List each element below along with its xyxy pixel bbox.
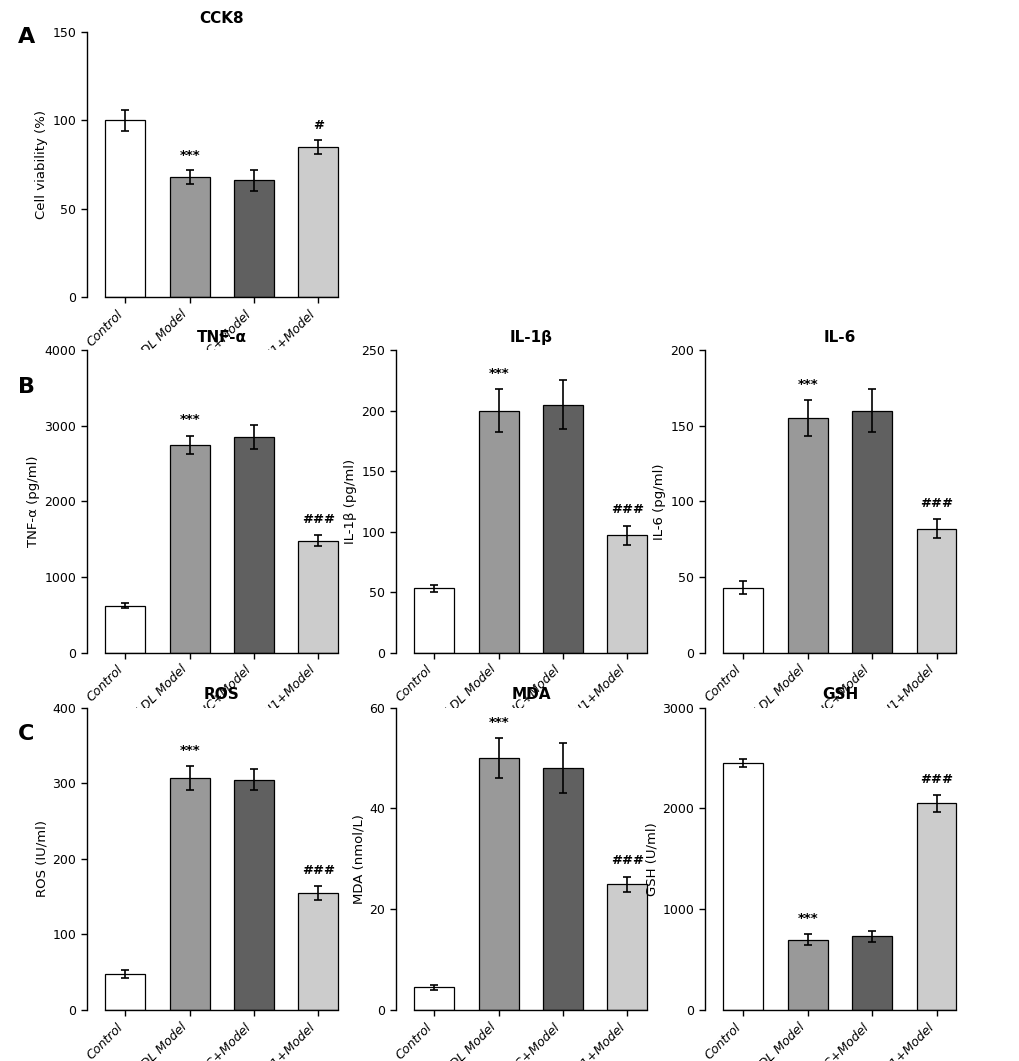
Title: IL-6: IL-6 (823, 330, 855, 345)
Text: ***: *** (179, 414, 200, 427)
Text: #: # (313, 119, 324, 132)
Bar (607, 535, 647, 653)
Title: CCK8: CCK8 (200, 12, 244, 27)
Bar (299, 146, 338, 297)
Bar (787, 940, 827, 1010)
Y-axis label: MDA (nmol/L): MDA (nmol/L) (352, 814, 365, 904)
Bar (299, 893, 338, 1010)
Bar (414, 589, 453, 653)
Text: ***: *** (797, 378, 817, 390)
Text: ###: ### (610, 503, 643, 517)
Text: ###: ### (610, 854, 643, 868)
Text: ***: *** (179, 744, 200, 756)
Title: IL-1β: IL-1β (508, 330, 552, 345)
Text: B: B (18, 377, 36, 397)
Y-axis label: IL-6 (pg/ml): IL-6 (pg/ml) (653, 463, 665, 540)
Text: ***: *** (179, 149, 200, 162)
Bar (105, 120, 145, 297)
Bar (916, 528, 956, 653)
Y-axis label: ROS (IU/ml): ROS (IU/ml) (36, 820, 48, 898)
Bar (787, 418, 827, 653)
Bar (851, 937, 892, 1010)
Bar (607, 884, 647, 1010)
Bar (169, 177, 210, 297)
Y-axis label: Cell viability (%): Cell viability (%) (36, 110, 48, 219)
Bar (542, 404, 583, 653)
Bar (299, 541, 338, 653)
Bar (105, 974, 145, 1010)
Y-axis label: GSH (U/ml): GSH (U/ml) (645, 822, 657, 895)
Bar (722, 763, 762, 1010)
Bar (169, 778, 210, 1010)
Bar (722, 588, 762, 653)
Bar (233, 180, 274, 297)
Y-axis label: IL-1β (pg/ml): IL-1β (pg/ml) (344, 458, 357, 544)
Y-axis label: TNF-α (pg/ml): TNF-α (pg/ml) (28, 455, 40, 547)
Bar (851, 411, 892, 653)
Text: ###: ### (302, 514, 334, 526)
Bar (478, 411, 519, 653)
Text: ***: *** (488, 367, 508, 380)
Title: TNF-α: TNF-α (197, 330, 247, 345)
Bar (414, 988, 453, 1010)
Title: ROS: ROS (204, 688, 239, 702)
Bar (916, 803, 956, 1010)
Bar (233, 437, 274, 653)
Text: ***: *** (488, 716, 508, 729)
Text: ***: *** (797, 911, 817, 925)
Text: C: C (18, 724, 35, 744)
Text: ###: ### (919, 773, 952, 786)
Bar (542, 768, 583, 1010)
Bar (169, 445, 210, 653)
Text: ###: ### (919, 498, 952, 510)
Title: GSH: GSH (821, 688, 857, 702)
Text: ###: ### (302, 864, 334, 877)
Bar (478, 758, 519, 1010)
Bar (233, 780, 274, 1010)
Text: A: A (18, 27, 36, 47)
Bar (105, 606, 145, 653)
Title: MDA: MDA (511, 688, 550, 702)
